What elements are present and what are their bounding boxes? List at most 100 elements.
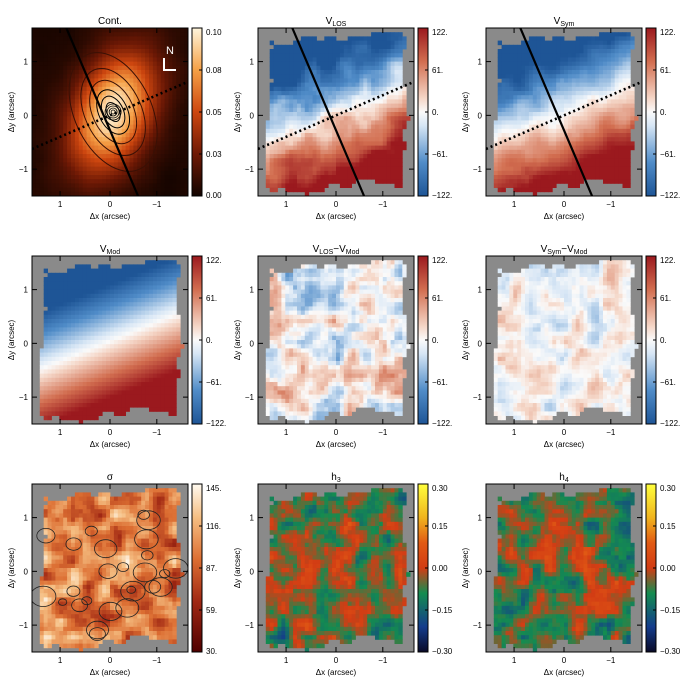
y-tick-label: −1 <box>245 621 255 630</box>
x-tick-label: −1 <box>152 428 162 437</box>
x-tick-label: 0 <box>334 428 339 437</box>
x-tick-label: −1 <box>378 656 388 665</box>
colorbar-tick-label: −61. <box>432 150 448 159</box>
colorbar-tick-label: 0.03 <box>206 150 222 159</box>
x-tick-label: 0 <box>334 656 339 665</box>
x-tick-label: −1 <box>606 656 616 665</box>
y-tick-label: −1 <box>19 393 29 402</box>
y-tick-label: 1 <box>250 58 255 67</box>
colorbar-tick-label: 0. <box>660 336 667 345</box>
map-field <box>32 256 188 424</box>
y-tick-label: 0 <box>478 339 483 348</box>
colorbar-tick-label: −0.30 <box>432 647 453 656</box>
x-tick-label: −1 <box>378 428 388 437</box>
y-axis-label: Δy (arcsec) <box>7 319 16 360</box>
x-tick-label: 1 <box>284 656 289 665</box>
y-tick-label: 1 <box>24 286 29 295</box>
map-field <box>486 28 642 196</box>
colorbar-tick-label: −122. <box>660 191 680 200</box>
x-tick-label: 0 <box>108 656 113 665</box>
x-tick-label: −1 <box>606 428 616 437</box>
x-tick-label: 1 <box>512 428 517 437</box>
x-tick-label: 1 <box>58 428 63 437</box>
compass-label: N <box>166 45 174 57</box>
y-tick-label: −1 <box>245 393 255 402</box>
x-tick-label: −1 <box>606 200 616 209</box>
x-tick-label: 1 <box>284 428 289 437</box>
x-tick-label: 1 <box>512 656 517 665</box>
y-tick-label: −1 <box>473 621 483 630</box>
colorbar-tick-label: 0.08 <box>206 66 222 75</box>
colorbar-tick-label: −122. <box>432 191 452 200</box>
colorbar-tick-label: 122. <box>660 256 676 265</box>
colorbar-tick-label: −61. <box>660 378 676 387</box>
colorbar-tick-label: −61. <box>432 378 448 387</box>
x-tick-label: 1 <box>284 200 289 209</box>
y-tick-label: 0 <box>250 111 255 120</box>
panel-title: h4 <box>559 472 569 484</box>
y-axis-label: Δy (arcsec) <box>7 547 16 588</box>
y-axis-label: Δy (arcsec) <box>461 91 470 132</box>
colorbar-tick-label: −0.15 <box>432 606 453 615</box>
colorbar-tick-label: 0. <box>206 336 213 345</box>
colorbar-tick-label: 122. <box>660 28 676 37</box>
y-axis-label: Δy (arcsec) <box>461 319 470 360</box>
x-tick-label: 0 <box>108 200 113 209</box>
y-axis-label: Δy (arcsec) <box>233 91 242 132</box>
y-tick-label: 0 <box>478 567 483 576</box>
x-axis-label: Δx (arcsec) <box>544 212 585 221</box>
colorbar-tick-label: −0.15 <box>660 606 681 615</box>
y-axis-label: Δy (arcsec) <box>461 547 470 588</box>
y-tick-label: 0 <box>24 339 29 348</box>
y-tick-label: 1 <box>478 58 483 67</box>
colorbar-tick-label: 122. <box>206 256 222 265</box>
colorbar-tick-label: 0.30 <box>432 484 448 493</box>
y-tick-label: 0 <box>250 339 255 348</box>
map-field <box>258 256 414 424</box>
colorbar-tick-label: 0.15 <box>660 522 676 531</box>
y-tick-label: 1 <box>250 514 255 523</box>
y-tick-label: 0 <box>24 567 29 576</box>
map-field <box>258 28 414 196</box>
colorbar-tick-label: −122. <box>660 419 680 428</box>
colorbar-tick-label: −122. <box>432 419 452 428</box>
y-tick-label: −1 <box>19 621 29 630</box>
x-axis-label: Δx (arcsec) <box>90 440 131 449</box>
map-field <box>486 256 642 424</box>
colorbar-tick-label: 61. <box>660 294 671 303</box>
colorbar-tick-label: 0.10 <box>206 28 222 37</box>
x-axis-label: Δx (arcsec) <box>316 212 357 221</box>
y-tick-label: 0 <box>24 111 29 120</box>
colorbar-tick-label: 0.00 <box>206 191 222 200</box>
colorbar-tick-label: 87. <box>206 564 217 573</box>
colorbar-tick-label: 122. <box>432 28 448 37</box>
x-tick-label: 0 <box>108 428 113 437</box>
y-tick-label: −1 <box>245 165 255 174</box>
y-axis-label: Δy (arcsec) <box>233 319 242 360</box>
colorbar-tick-label: 0.30 <box>660 484 676 493</box>
y-tick-label: −1 <box>473 393 483 402</box>
y-tick-label: 0 <box>250 567 255 576</box>
x-axis-label: Δx (arcsec) <box>544 440 585 449</box>
x-tick-label: −1 <box>378 200 388 209</box>
x-tick-label: −1 <box>152 656 162 665</box>
colorbar-tick-label: 30. <box>206 647 217 656</box>
colorbar-tick-label: 61. <box>660 66 671 75</box>
x-tick-label: −1 <box>152 200 162 209</box>
panel-title: VSym−VMod <box>541 244 588 256</box>
colorbar-tick-label: −61. <box>660 150 676 159</box>
panel-title: VLOS−VMod <box>313 244 360 256</box>
x-axis-label: Δx (arcsec) <box>316 440 357 449</box>
y-axis-label: Δy (arcsec) <box>233 547 242 588</box>
map-field <box>486 484 642 652</box>
y-tick-label: −1 <box>19 165 29 174</box>
